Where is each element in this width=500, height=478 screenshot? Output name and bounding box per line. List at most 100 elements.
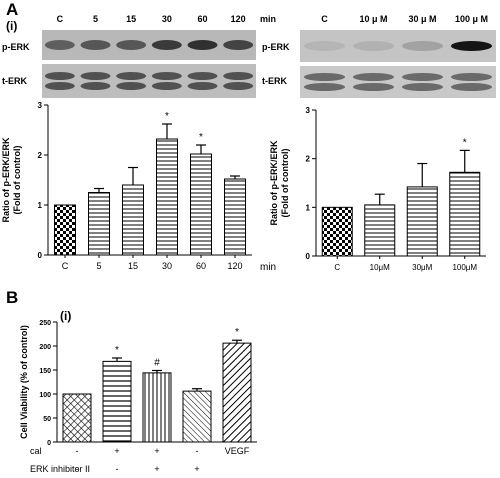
blot-band-t-erk-lower: [450, 83, 493, 91]
blot-band-t-erk-lower: [151, 82, 182, 90]
cal-sign: -: [196, 446, 199, 456]
x-tick-label: 30μM: [412, 263, 433, 272]
row-label-cal: cal: [30, 446, 42, 456]
y-axis-label: Ratio of p-ERK/ERK(Fold of control): [1, 137, 22, 222]
blot-band-t-erk-lower: [352, 83, 395, 91]
significance-marker: #: [154, 357, 160, 368]
blot-band-t-erk-upper: [116, 72, 147, 80]
significance-marker: *: [199, 132, 203, 143]
treatment-sign-rows: - + + - VEGF - - + +: [76, 446, 250, 474]
bar: [364, 204, 396, 257]
blot-lane-label: 120: [231, 14, 246, 24]
inhibitor-sign: -: [76, 464, 79, 474]
blot-time-unit: min: [260, 14, 276, 24]
blot-band-t-erk-upper: [80, 72, 111, 80]
blot-row-label-p-erk: p-ERK: [2, 42, 30, 52]
blot-band-t-erk-upper: [303, 73, 346, 81]
panel-a-letter: A: [6, 0, 18, 19]
y-tick-label: 2: [38, 151, 43, 160]
panel-a-sub-label: (i): [6, 19, 17, 33]
blot-band-p-erk: [303, 41, 346, 51]
blot-strip-t-erk-left: [42, 64, 256, 98]
blot-lane-label: 100 μ M: [455, 14, 488, 24]
bar: [449, 171, 481, 257]
blot-lane-label: C: [57, 14, 64, 24]
blot-bands-right: [303, 41, 493, 91]
blot-band-t-erk-upper: [450, 73, 493, 81]
bar: [54, 204, 76, 256]
blot-band-t-erk-upper: [352, 73, 395, 81]
significance-marker: *: [463, 137, 467, 148]
y-tick-label: 100: [39, 392, 51, 399]
chart-time-course: 0 1 2 3 C 5 15 * 30 * 60 120 Ratio of p-ERK/ERK(Fold…: [1, 101, 276, 273]
x-tick-label: C: [62, 261, 69, 271]
y-tick-label: 1: [306, 203, 311, 212]
cal-sign: VEGF: [225, 446, 250, 456]
chart-cell-viability: 0 50 100 150 200 250 * # * Cell Viability (% of c…: [19, 320, 257, 447]
y-tick-label: 0: [306, 252, 311, 261]
y-tick-label: 200: [39, 344, 51, 351]
blot-band-p-erk: [223, 40, 254, 50]
cal-sign: +: [154, 446, 159, 456]
blot-band-p-erk: [44, 40, 75, 50]
bar: [122, 184, 144, 256]
x-tick-label: 60: [196, 261, 206, 271]
blot-row-label-t-erk: t-ERK: [2, 76, 27, 86]
y-tick-label: 50: [43, 416, 51, 423]
bar: [62, 393, 92, 443]
y-tick-label: 0: [47, 440, 51, 447]
y-tick-label: 0: [38, 251, 43, 260]
blot-lane-label: 10 μ M: [359, 14, 387, 24]
bar: [321, 206, 353, 257]
blot-band-p-erk: [187, 40, 218, 50]
blot-bands-left: [44, 40, 254, 90]
blot-band-t-erk-lower: [223, 82, 254, 90]
significance-marker: *: [115, 345, 119, 356]
blot-lane-label: C: [321, 14, 328, 24]
x-tick-label: 100μM: [452, 263, 477, 272]
row-label-erk-inhibitor: ERK inhibitor II: [30, 464, 90, 474]
blot-band-t-erk-lower: [401, 83, 444, 91]
blot-band-p-erk: [401, 41, 444, 51]
blot-band-t-erk-upper: [151, 72, 182, 80]
blot-band-t-erk-upper: [223, 72, 254, 80]
blot-band-p-erk: [450, 41, 493, 51]
bar: [142, 372, 172, 443]
panel-b-letter: B: [6, 288, 18, 307]
cal-sign: -: [76, 446, 79, 456]
y-axis-label: Cell Viability (% of control): [19, 325, 29, 439]
blot-band-p-erk: [151, 40, 182, 50]
blot-row-label-p-erk-right: p-ERK: [262, 42, 290, 52]
blot-band-t-erk-lower: [80, 82, 111, 90]
x-tick-label: C: [334, 263, 340, 272]
blot-row-label-t-erk-right: t-ERK: [262, 76, 287, 86]
western-blot-dose-response: C 10 μ M 30 μ M 100 μ M p-ERK t-ERK: [262, 14, 496, 98]
bar: [182, 390, 212, 443]
blot-lane-labels-right: C 10 μ M 30 μ M 100 μ M: [321, 14, 488, 24]
blot-band-t-erk-lower: [303, 83, 346, 91]
x-tick-label: 10μM: [370, 263, 391, 272]
bar: [156, 138, 178, 256]
x-axis-label: min: [260, 262, 276, 273]
y-tick-label: 1: [38, 201, 43, 210]
significance-marker: *: [165, 111, 169, 122]
blot-band-t-erk-upper: [44, 72, 75, 80]
blot-lane-label: 60: [197, 14, 207, 24]
bar: [222, 342, 252, 443]
y-tick-label: 3: [38, 101, 43, 110]
blot-strip-p-erk-left: [42, 30, 256, 60]
blot-lane-label: 30 μ M: [408, 14, 436, 24]
inhibitor-sign: +: [154, 464, 159, 474]
western-blot-time-course: C 5 15 30 60 120 min p-ERK t-ERK: [2, 14, 276, 98]
bar: [88, 192, 110, 256]
inhibitor-sign: +: [194, 464, 199, 474]
blot-band-t-erk-upper: [187, 72, 218, 80]
x-tick-label: 120: [227, 261, 242, 271]
y-tick-label: 2: [306, 155, 311, 164]
blot-band-t-erk-lower: [116, 82, 147, 90]
y-tick-label: 150: [39, 368, 51, 375]
blot-band-p-erk: [80, 40, 111, 50]
blot-band-t-erk-upper: [401, 73, 444, 81]
blot-lane-label: 30: [162, 14, 172, 24]
